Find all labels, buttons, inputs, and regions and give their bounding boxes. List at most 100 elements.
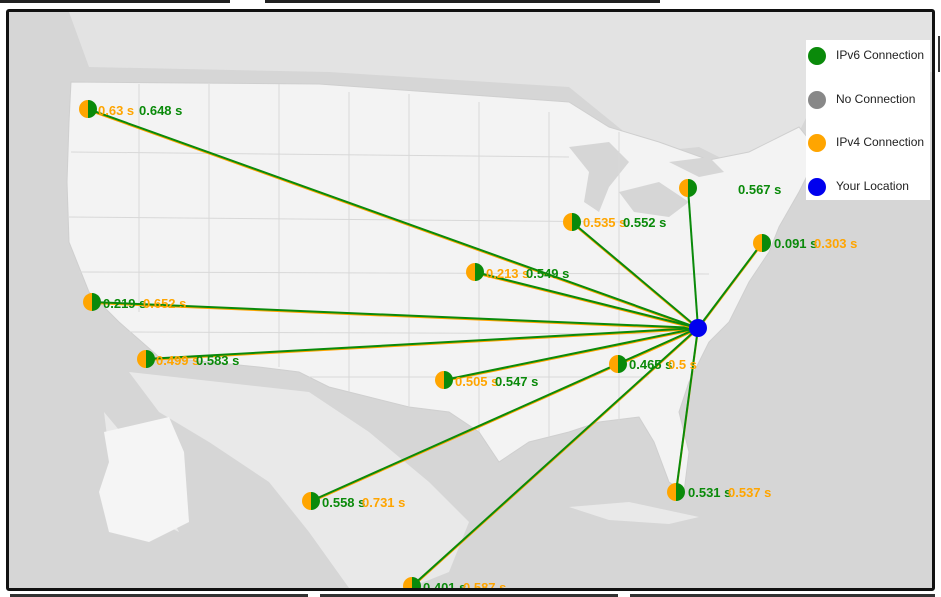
legend-row-none: No Connection [806, 88, 930, 112]
ipv6-latency-label: 0.547 s [495, 374, 538, 389]
ipv4-half-icon [79, 100, 88, 118]
ipv6-half-icon [412, 577, 421, 588]
server-marker-central-america[interactable] [403, 577, 421, 588]
ipv4-latency-label: 0.731 s [362, 495, 405, 510]
latency-labels: 0.63 s 0.648 s 0.219 s0.652 s 0.499 s0.583 … [98, 103, 857, 588]
ipv4-half-icon [609, 355, 618, 373]
ipv4-latency-label: 0.303 s [814, 236, 857, 251]
map-legend: IPv6 Connection No Connection IPv4 Conne… [806, 40, 930, 200]
legend-row-ipv6: IPv6 Connection [806, 44, 930, 68]
server-marker-miami[interactable] [667, 483, 685, 501]
server-marker-losangeles[interactable] [137, 350, 155, 368]
bottom-tab[interactable] [10, 594, 308, 597]
server-marker-toronto[interactable] [679, 179, 697, 197]
ipv6-latency-label: 0.567 s [738, 182, 781, 197]
ipv4-latency-label: 0.213 s [486, 266, 529, 281]
legend-row-ipv4: IPv4 Connection [806, 131, 930, 155]
ipv6-latency-label: 0.549 s [526, 266, 569, 281]
ipv6-connection-line [675, 327, 699, 493]
ipv6-latency-label: 0.558 s [322, 495, 365, 510]
ipv6-half-icon [444, 371, 453, 389]
ipv4-latency-label: 0.652 s [143, 296, 186, 311]
ipv6-half-icon [475, 263, 484, 281]
server-marker-newyork[interactable] [753, 234, 771, 252]
bottom-tab[interactable] [320, 594, 618, 597]
top-strip [0, 0, 941, 6]
connection-lines [87, 108, 763, 588]
ipv6-connection-line [474, 271, 699, 329]
ipv4-latency-label: 0.5 s [668, 357, 697, 372]
server-markers[interactable] [79, 100, 771, 588]
ipv6-latency-label: 0.552 s [623, 215, 666, 230]
ipv4-latency-label: 0.499 s [156, 353, 199, 368]
ipv4-latency-label: 0.505 s [455, 374, 498, 389]
ipv6-connection-line [687, 187, 699, 329]
ipv6-latency-label: 0.648 s [139, 103, 182, 118]
ipv6-latency-label: 0.219 s [103, 296, 146, 311]
legend-label-ipv6: IPv6 Connection [836, 48, 925, 62]
your-location-dot-icon [808, 178, 826, 196]
window-edge [938, 36, 940, 72]
server-marker-seattle[interactable] [79, 100, 97, 118]
ipv4-half-icon [137, 350, 146, 368]
top-strip-segment [265, 0, 660, 3]
ipv6-half-icon [311, 492, 320, 510]
ipv6-connection-line [87, 108, 699, 329]
land-mexico [129, 372, 469, 588]
ipv6-half-icon [762, 234, 771, 252]
ipv6-half-icon [618, 355, 627, 373]
ipv4-half-icon [667, 483, 676, 501]
bottom-tab[interactable] [630, 594, 935, 597]
map-canvas[interactable]: 0.63 s 0.648 s 0.219 s0.652 s 0.499 s0.583 … [9, 12, 932, 588]
ipv6-latency-label: 0.401 s [423, 580, 466, 588]
ipv6-half-icon [688, 179, 697, 197]
ipv6-half-icon [572, 213, 581, 231]
server-marker-sanfrancisco[interactable] [83, 293, 101, 311]
ipv6-half-icon [92, 293, 101, 311]
legend-row-yours: Your Location [806, 175, 930, 199]
ipv6-latency-label: 0.583 s [196, 353, 239, 368]
ipv6-half-icon [146, 350, 155, 368]
ipv4-latency-label: 0.535 s [583, 215, 626, 230]
ipv4-half-icon [679, 179, 688, 197]
ipv6-latency-label: 0.465 s [629, 357, 672, 372]
ipv6-connection-line [697, 242, 763, 329]
ipv6-connection-line [571, 221, 699, 329]
legend-label-ipv4: IPv4 Connection [836, 135, 925, 149]
server-marker-kansas[interactable] [466, 263, 484, 281]
legend-label-none: No Connection [836, 92, 916, 106]
ipv4-half-icon [563, 213, 572, 231]
server-marker-chicago[interactable] [563, 213, 581, 231]
map-frame[interactable]: 0.63 s 0.648 s 0.219 s 0.652 s 0.499 s 0.583 … [6, 9, 935, 591]
ipv6-half-icon [88, 100, 97, 118]
ipv6-latency-label: 0.091 s [774, 236, 817, 251]
ipv4-half-icon [753, 234, 762, 252]
ipv4-half-icon [302, 492, 311, 510]
ipv6-dot-icon [808, 47, 826, 65]
ipv6-half-icon [676, 483, 685, 501]
ipv6-connection-line [145, 327, 699, 360]
ipv4-half-icon [435, 371, 444, 389]
ipv6-latency-label: 0.531 s [688, 485, 731, 500]
ipv6-connection-line [91, 301, 699, 329]
your-location-marker[interactable] [689, 319, 707, 337]
bottom-tabs [0, 592, 941, 597]
server-marker-dallas[interactable] [435, 371, 453, 389]
server-marker-mexico[interactable] [302, 492, 320, 510]
ipv4-latency-label: 0.63 s [98, 103, 134, 118]
ipv6-connection-line [443, 327, 699, 381]
land-alaska [99, 417, 189, 542]
top-strip-segment [0, 0, 230, 3]
ipv4-half-icon [403, 577, 412, 588]
ipv4-latency-label: 0.537 s [728, 485, 771, 500]
land-canada [9, 12, 932, 172]
server-marker-atlanta[interactable] [609, 355, 627, 373]
no-connection-dot-icon [808, 91, 826, 109]
land-cuba [569, 502, 699, 524]
great-lakes [569, 142, 724, 217]
ipv4-half-icon [83, 293, 92, 311]
legend-label-yours: Your Location [836, 179, 909, 193]
ipv4-latency-label: 0.587 s [463, 580, 506, 588]
ipv4-dot-icon [808, 134, 826, 152]
ipv4-half-icon [466, 263, 475, 281]
